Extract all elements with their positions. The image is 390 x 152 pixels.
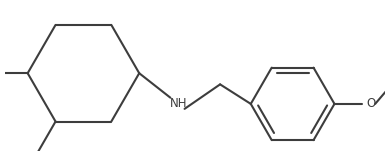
Text: O: O	[366, 97, 375, 110]
Text: NH: NH	[170, 97, 187, 110]
